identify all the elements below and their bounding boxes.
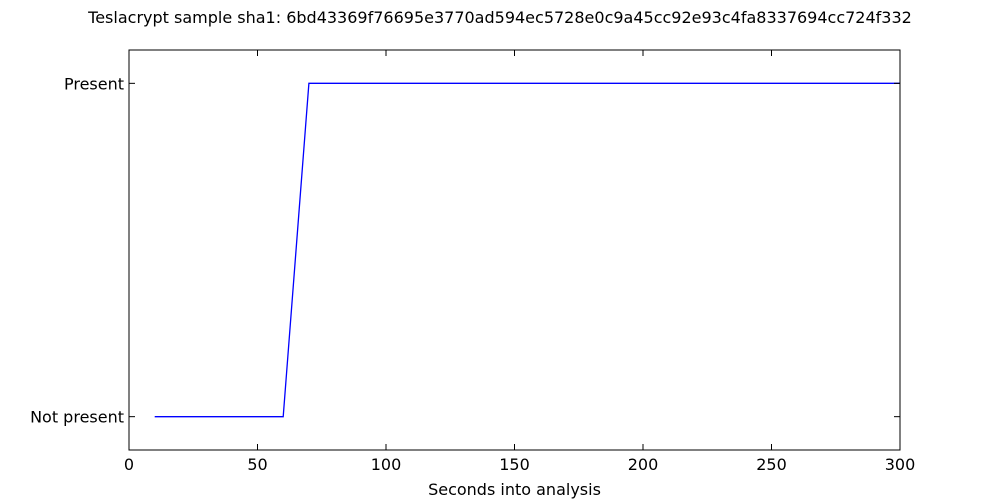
plot-area: 0 50 100 150 200 250 300 Not present Present [30,49,916,474]
x-tick-label: 300 [885,455,916,474]
x-tick-label: 150 [499,455,530,474]
x-tick-label: 0 [124,455,134,474]
y-tick-label: Present [64,74,124,93]
x-tick-label: 250 [756,455,787,474]
x-tick-label: 100 [371,455,402,474]
x-axis-label: Seconds into analysis [428,480,601,499]
x-tick-label: 200 [628,455,659,474]
plot-frame [128,49,901,451]
chart-title: Teslacrypt sample sha1: 6bd43369f76695e3… [87,8,912,27]
x-tick-label: 50 [247,455,267,474]
y-tick-label: Not present [30,408,124,427]
series-line-0 [154,82,900,418]
